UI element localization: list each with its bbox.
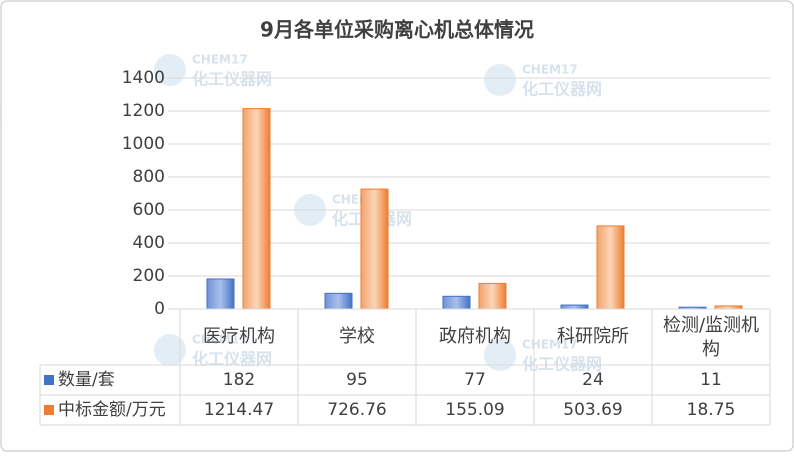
table-value: 182: [223, 370, 255, 390]
y-tick-label: 0: [154, 299, 165, 319]
bar: [560, 304, 589, 310]
watermark: CHEM17 化工仪器网 CHEM17 化工仪器网 CHEM17 化工仪器网 CHEM17 化…: [154, 53, 602, 374]
watermark-brand: CHEM17: [192, 53, 248, 67]
legend-label: 中标金额/万元: [58, 400, 166, 420]
chart-title: 9月各单位采购离心机总体情况: [260, 18, 534, 42]
legend-label: 数量/套: [58, 370, 115, 390]
watermark-brand: CHEM17: [192, 333, 248, 347]
legend-swatch: [44, 405, 54, 415]
y-tick-label: 600: [133, 200, 165, 220]
x-tick-label: 检测/监测机构: [663, 315, 759, 360]
bar: [442, 295, 471, 310]
bar: [242, 108, 271, 310]
watermark-logo: [484, 339, 516, 371]
table-value: 1214.47: [204, 400, 274, 420]
table-value: 95: [346, 370, 368, 390]
x-tick-label: 科研院所: [557, 326, 629, 347]
table-value: 77: [464, 370, 486, 390]
watermark-logo: [484, 64, 516, 96]
data-table: 医疗机构 182 1214.47 学校 95 726.76 政府机构 77 155.09 科研院所…: [39, 308, 771, 426]
table-value: 24: [582, 370, 604, 390]
x-tick-label: 医疗机构: [203, 326, 275, 347]
legend-swatch: [44, 375, 54, 385]
x-tick-label-line: 构: [702, 339, 720, 360]
bar: [596, 225, 625, 310]
table-value: 11: [700, 370, 722, 390]
x-tick-label: 学校: [339, 326, 375, 347]
y-tick-label: 800: [133, 167, 165, 187]
y-tick-label: 1200: [122, 101, 165, 121]
bar: [206, 278, 235, 310]
bar: [324, 292, 353, 310]
watermark-logo: [154, 334, 186, 366]
y-tick-label: 400: [133, 233, 165, 253]
y-tick-label: 200: [133, 266, 165, 286]
watermark-name: 化工仪器网: [192, 350, 272, 369]
watermark-name: 化工仪器网: [192, 70, 272, 89]
table-value: 726.76: [327, 400, 386, 420]
bar: [360, 188, 389, 310]
bar: [478, 282, 507, 310]
watermark-name: 化工仪器网: [522, 355, 602, 374]
table-value: 18.75: [687, 400, 736, 420]
table-value: 503.69: [563, 400, 622, 420]
x-tick-label-line: 检测/监测机: [663, 315, 759, 336]
bars: [206, 108, 743, 310]
watermark-brand: CHEM17: [522, 63, 578, 77]
table-value: 155.09: [445, 400, 504, 420]
y-tick-label: 1000: [122, 134, 165, 154]
x-tick-label: 政府机构: [439, 326, 511, 347]
y-tick-label: 1400: [122, 68, 165, 88]
watermark-brand: CHEM17: [522, 338, 578, 352]
watermark-name: 化工仪器网: [522, 80, 602, 99]
